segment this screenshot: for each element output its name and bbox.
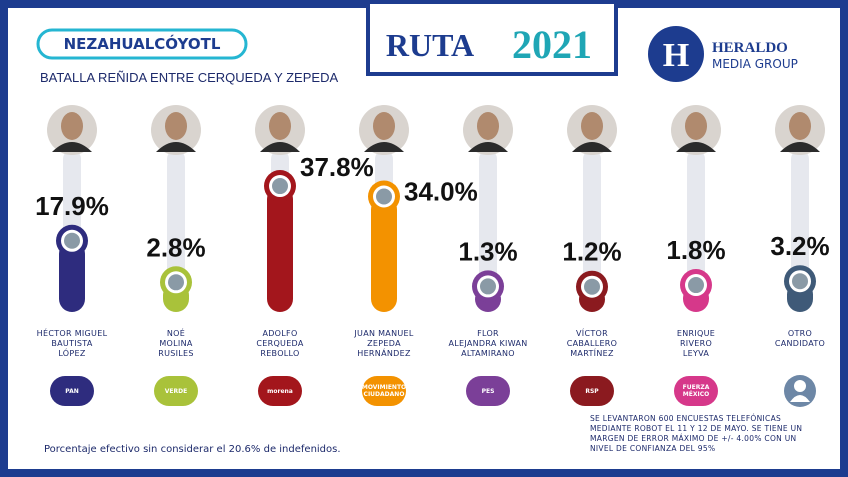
value-label: 34.0% xyxy=(404,177,478,207)
value-label: 2.8% xyxy=(146,232,205,262)
bar-cap-dot xyxy=(480,278,496,295)
photo-head xyxy=(581,112,603,140)
photo-body xyxy=(572,142,612,152)
value-label: 37.8% xyxy=(300,152,374,182)
party-icon-head xyxy=(794,380,806,392)
logo-word: RUTA xyxy=(386,27,474,63)
photo-body xyxy=(52,142,92,152)
value-label: 17.9% xyxy=(35,191,109,221)
place: NEZAHUALCÓYOTL xyxy=(64,34,221,53)
candidate-name: HÉCTOR MIGUEL BAUTISTA LÓPEZ xyxy=(36,329,108,358)
photo-body xyxy=(260,142,300,152)
method-note: SE LEVANTARON 600 ENCUESTAS TELEFÓNICAS … xyxy=(590,414,803,453)
logo-year: 2021 xyxy=(512,22,592,67)
photo-body xyxy=(468,142,508,152)
photo-body xyxy=(780,142,820,152)
candidate-name: NOÉ MOLINA RUSILES xyxy=(158,329,194,358)
candidate-name: ADOLFO CERQUEDA REBOLLO xyxy=(256,329,304,358)
brand-initial: H xyxy=(663,37,689,74)
party-logo: FUERZA MÉXICO xyxy=(674,376,718,406)
value-label: 1.8% xyxy=(666,235,725,265)
candidate-name: VÍCTOR CABALLERO MARTÍNEZ xyxy=(566,329,618,358)
bar xyxy=(267,186,293,312)
photo-head xyxy=(269,112,291,140)
logo-box xyxy=(366,0,618,76)
photo-head xyxy=(165,112,187,140)
bar-cap-dot xyxy=(64,232,80,249)
party-logo: RSP xyxy=(570,376,614,406)
party-logo: VERDE xyxy=(154,376,198,406)
bar-cap-dot xyxy=(168,274,184,291)
candidate-name: FLOR ALEJANDRA KIWAN ALTAMIRANO xyxy=(448,329,528,358)
party-logo: PES xyxy=(466,376,510,406)
photo-body xyxy=(364,142,404,152)
photo-head xyxy=(373,112,395,140)
photo-head xyxy=(61,112,83,140)
photo-head xyxy=(789,112,811,140)
candidate-name: ENRIQUE RIVERO LEYVA xyxy=(676,329,716,358)
party-icon-body xyxy=(790,395,810,402)
value-label: 1.3% xyxy=(458,236,517,266)
brand-name: HERALDO xyxy=(712,40,788,56)
photo-head xyxy=(477,112,499,140)
bar-cap-dot xyxy=(584,278,600,295)
party-logo: MOVIMIENTO CIUDADANO xyxy=(362,376,406,406)
photo-body xyxy=(156,142,196,152)
bar-cap-dot xyxy=(792,273,808,290)
candidate-name: JUAN MANUEL ZEPEDA HERNÁNDEZ xyxy=(354,329,414,358)
bar-cap-dot xyxy=(688,277,704,294)
party-logo: morena xyxy=(258,376,302,406)
place-box xyxy=(36,28,248,60)
candidate-name: OTRO CANDIDATO xyxy=(774,329,826,348)
value-label: 3.2% xyxy=(770,231,829,261)
brand-circle xyxy=(648,26,704,82)
subtitle: BATALLA REÑIDA ENTRE CERQUEDA Y ZEPEDA xyxy=(40,70,338,85)
photo-head xyxy=(685,112,707,140)
bar xyxy=(371,196,397,312)
bar-cap-dot xyxy=(272,178,288,195)
value-label: 1.2% xyxy=(562,237,621,267)
footnote: Porcentaje efectivo sin considerar el 20… xyxy=(44,444,341,455)
bar xyxy=(59,240,85,312)
brand-sub: MEDIA GROUP xyxy=(712,57,798,71)
party-logo: PAN xyxy=(50,376,94,406)
bar-cap-dot xyxy=(376,188,392,205)
photo-body xyxy=(676,142,716,152)
